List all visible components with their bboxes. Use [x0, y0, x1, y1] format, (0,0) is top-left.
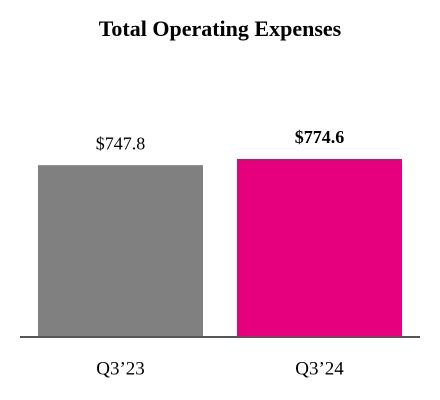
value-label: $747.8: [96, 133, 146, 153]
bar: [38, 165, 203, 337]
x-tick-label: Q3’23: [96, 358, 145, 379]
x-tick-label: Q3’24: [295, 358, 344, 379]
bar: [237, 159, 402, 337]
chart-title: Total Operating Expenses: [99, 16, 342, 41]
value-label: $774.6: [295, 127, 345, 147]
